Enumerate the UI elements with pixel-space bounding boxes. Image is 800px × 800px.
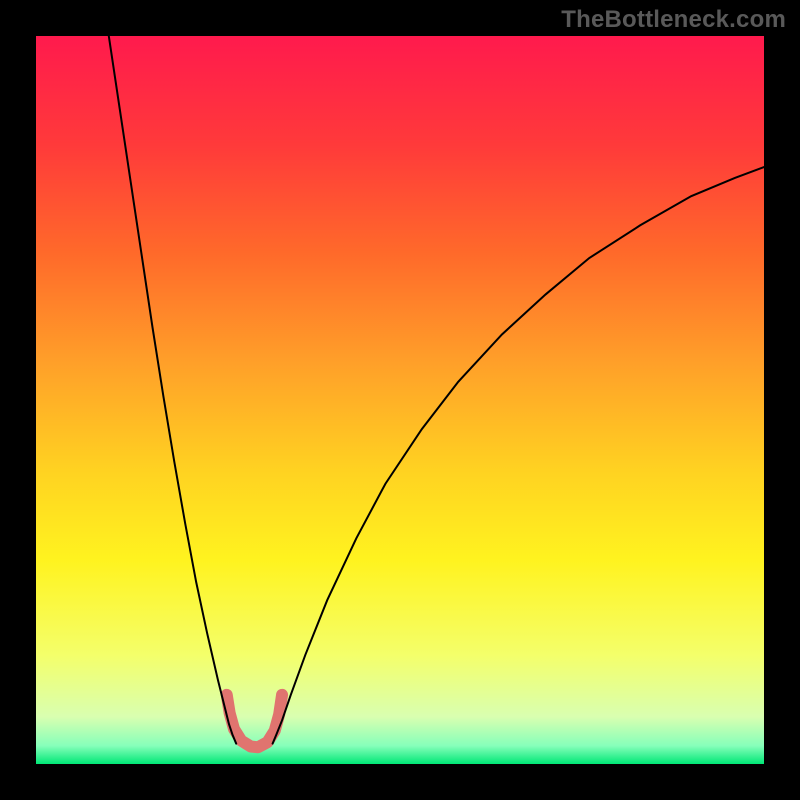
watermark-text: TheBottleneck.com [561,6,786,34]
chart-root: TheBottleneck.com [0,0,800,800]
plot-area [36,36,764,764]
plot-svg [36,36,764,764]
gradient-background [36,36,764,764]
